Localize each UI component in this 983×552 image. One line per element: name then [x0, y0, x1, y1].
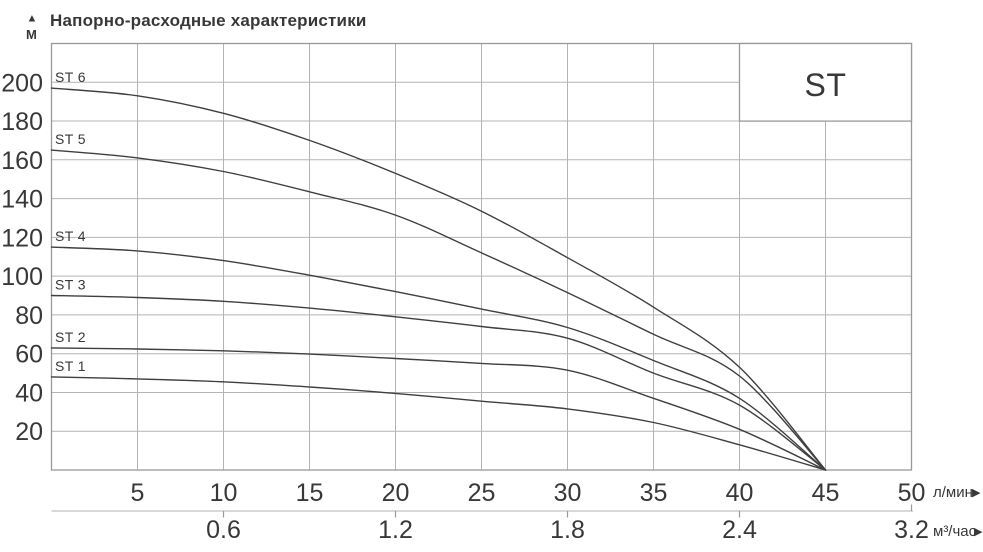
x-tick-label: 15 — [296, 479, 324, 507]
pump-curve — [50, 149, 827, 471]
pump-curve — [50, 376, 827, 471]
x-tick-label: 50 — [898, 479, 926, 507]
right-arrow-icon: ▶ — [972, 487, 981, 499]
pump-curve — [50, 87, 827, 471]
axis-labels: 5 10 15 20 25 30 35 40 45 50 0.6 1.2 1.8 2.4 3.2 20 40 60… — [1, 69, 929, 544]
legend-title: ST — [805, 67, 847, 103]
y-tick-label: 120 — [1, 224, 43, 252]
curve-label: ST 4 — [55, 228, 86, 244]
y-tick-label: 40 — [15, 380, 43, 408]
y-tick-label: 20 — [15, 418, 43, 446]
x2-tick-label: 0.6 — [206, 516, 241, 544]
x-tick-label: 30 — [554, 479, 582, 507]
legend-box — [738, 42, 913, 122]
chart-title: Напорно-расходные характеристики — [50, 11, 367, 30]
x-tick-label: 5 — [131, 479, 145, 507]
x2-tick-label: 3.2 — [894, 516, 929, 544]
y-tick-label: 160 — [1, 147, 43, 175]
right-arrow-icon: ▶ — [974, 526, 983, 538]
pump-curve — [50, 294, 827, 471]
curve-label: ST 5 — [55, 131, 86, 147]
x-tick-label: 45 — [812, 479, 840, 507]
y-tick-label: 180 — [1, 108, 43, 136]
y-tick-label: 200 — [1, 69, 43, 97]
curve-label: ST 2 — [55, 329, 86, 345]
x-tick-label: 25 — [468, 479, 496, 507]
curve-label: ST 3 — [55, 277, 86, 293]
x-tick-label: 20 — [382, 479, 410, 507]
x2-tick-label: 1.8 — [550, 516, 585, 544]
x-tick-label: 35 — [640, 479, 668, 507]
curve-label: ST 1 — [55, 358, 86, 374]
y-tick-label: 100 — [1, 263, 43, 291]
up-arrow-icon: ▲ — [27, 13, 38, 25]
y-tick-label: 80 — [15, 302, 43, 330]
plot-border — [50, 42, 913, 471]
curves: ST 6 ST 5 ST 4 ST 3 ST 2 ST 1 — [50, 69, 827, 471]
x2-tick-label: 1.2 — [378, 516, 413, 544]
x-axis-unit: л/мин — [933, 484, 973, 501]
x2-tick-label: 2.4 — [722, 516, 757, 544]
y-tick-label: 60 — [15, 341, 43, 369]
curve-label: ST 6 — [55, 69, 86, 85]
y-tick-label: 140 — [1, 186, 43, 214]
grid — [50, 42, 913, 518]
y-axis-unit: М — [26, 27, 37, 42]
x2-axis-unit: м³/час — [933, 523, 977, 540]
pump-curve — [50, 347, 827, 471]
pump-curve — [50, 246, 827, 471]
x-tick-label: 10 — [210, 479, 238, 507]
x-tick-label: 40 — [726, 479, 754, 507]
